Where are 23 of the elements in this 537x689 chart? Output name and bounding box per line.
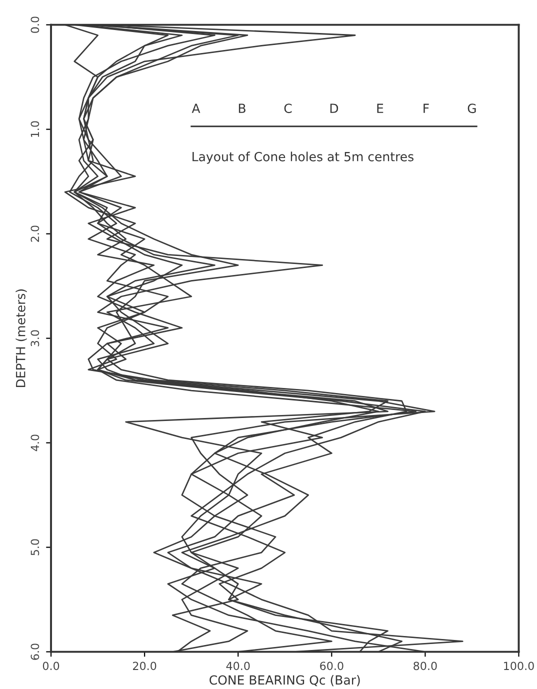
y-tick-label: 3.0 <box>30 330 40 346</box>
annotation: G <box>468 104 476 114</box>
annotation: Layout of Cone holes at 5m centres <box>192 152 414 164</box>
y-tick-label: 2.0 <box>30 226 40 242</box>
annotation: F <box>424 104 429 113</box>
x-tick-label: 80.0 <box>414 662 437 670</box>
annotation: C <box>284 104 292 114</box>
x-tick-label: 100.0 <box>504 662 534 670</box>
x-tick-label: 0.0 <box>42 662 60 670</box>
x-tick-label: 40.0 <box>226 662 250 670</box>
annotation: D <box>330 104 338 113</box>
y-axis-title: DEPTH (meters) <box>16 289 27 388</box>
annotation: B <box>238 104 246 113</box>
x-axis-title: CONE BEARING Qc (Bar) <box>210 675 360 686</box>
y-tick-label: 0.0 <box>30 16 40 33</box>
x-tick-label: 60.0 <box>320 662 344 670</box>
annotation: A <box>192 104 200 113</box>
y-tick-label: 6.0 <box>30 644 40 660</box>
y-tick-label: 4.0 <box>30 434 40 452</box>
y-tick-label: 1.0 <box>30 121 40 137</box>
x-tick-label: 20.0 <box>133 662 156 670</box>
y-tick-label: 5.0 <box>30 539 40 556</box>
annotation: E <box>377 104 384 113</box>
